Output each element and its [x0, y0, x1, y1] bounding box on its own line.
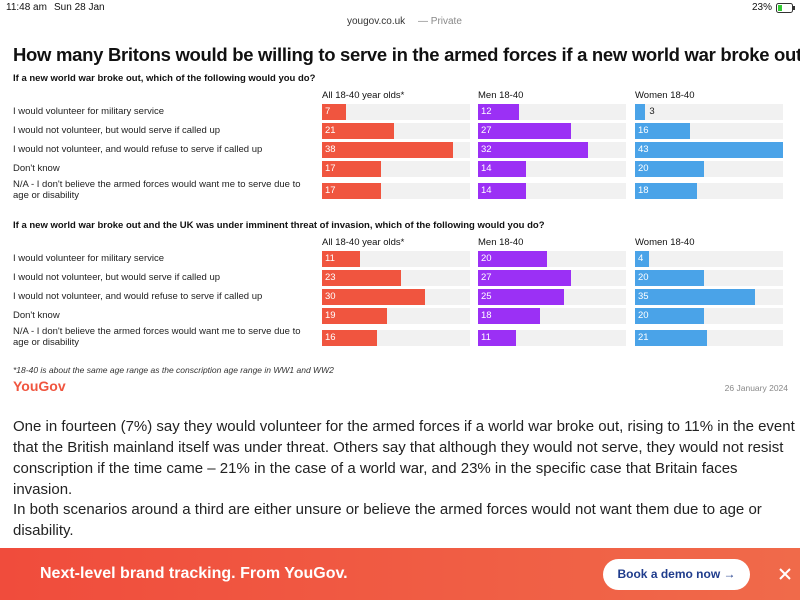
bar [322, 183, 381, 199]
battery-icon [776, 3, 795, 13]
series-header: Men 18-40 [478, 237, 524, 248]
bar [478, 142, 589, 158]
paragraph: One in fourteen (7%) say they would volu… [13, 418, 795, 498]
bar [478, 308, 540, 324]
status-time: 11:48 am [6, 2, 47, 13]
figure-title: How many Britons would be willing to ser… [13, 44, 800, 65]
value-label: 27 [481, 272, 492, 283]
url[interactable]: yougov.co.uk [347, 16, 406, 27]
bar [322, 104, 347, 120]
value-label: 18 [638, 185, 649, 196]
status-date: Sun 28 Jan [54, 2, 105, 13]
bar [635, 251, 649, 267]
paragraph: In both scenarios around a third are eit… [13, 501, 762, 539]
category-label: I would volunteer for military service [13, 253, 164, 264]
bar [478, 161, 527, 177]
chart-question: If a new world war broke out and the UK … [13, 220, 545, 231]
value-label: 32 [481, 144, 492, 155]
value-label: 25 [481, 291, 492, 302]
value-label: 30 [325, 291, 336, 302]
bar [478, 183, 527, 199]
category-label: Don't know [13, 310, 60, 321]
value-label: 11 [481, 332, 491, 343]
bar [635, 123, 691, 139]
bar [322, 142, 453, 158]
value-label: 20 [638, 163, 649, 174]
category-label: I would not volunteer, and would refuse … [13, 144, 263, 155]
bar [322, 251, 360, 267]
category-label: I would not volunteer, but would serve i… [13, 125, 221, 136]
series-header: All 18-40 year olds* [322, 90, 405, 101]
series-header: Men 18-40 [478, 90, 524, 101]
private-mode: — Private [418, 16, 462, 27]
bar [478, 289, 565, 305]
value-label: 16 [638, 125, 649, 136]
bar [635, 161, 704, 177]
value-label: 20 [638, 310, 649, 321]
brand-logo: YouGov [13, 378, 66, 394]
value-label: 3 [649, 106, 655, 117]
value-label: 7 [325, 106, 331, 117]
value-label: 43 [638, 144, 649, 155]
category-label: I would volunteer for military service [13, 106, 164, 117]
bar [635, 104, 646, 120]
bar [635, 330, 708, 346]
bar [478, 251, 547, 267]
bar-track [635, 251, 783, 267]
category-label: N/A - I don't believe the armed forces w… [13, 326, 301, 348]
bar [322, 270, 402, 286]
footnote: *18-40 is about the same age range as th… [13, 365, 334, 375]
series-header: Women 18-40 [635, 90, 695, 101]
category-label: I would not volunteer, but would serve i… [13, 272, 221, 283]
series-header: Women 18-40 [635, 237, 695, 248]
bar [478, 270, 571, 286]
bar [635, 289, 756, 305]
category-label: Don't know [13, 163, 60, 174]
bar [478, 330, 516, 346]
bar-track [322, 104, 470, 120]
bar [322, 289, 426, 305]
bar [635, 270, 704, 286]
value-label: 20 [481, 253, 492, 264]
demo-button[interactable]: Book a demo now → [603, 559, 750, 590]
value-label: 21 [325, 125, 336, 136]
value-label: 27 [481, 125, 492, 136]
bar [322, 308, 388, 324]
value-label: 38 [325, 144, 336, 155]
category-label: I would not volunteer, and would refuse … [13, 291, 263, 302]
bar [635, 183, 697, 199]
value-label: 16 [325, 332, 336, 343]
value-label: 17 [325, 185, 336, 196]
value-label: 23 [325, 272, 336, 283]
bar [635, 142, 783, 158]
bar [635, 308, 704, 324]
value-label: 35 [638, 291, 649, 302]
value-label: 4 [638, 253, 644, 264]
value-label: 14 [481, 185, 492, 196]
value-label: 17 [325, 163, 336, 174]
chart-question: If a new world war broke out, which of t… [13, 73, 316, 84]
value-label: 14 [481, 163, 492, 174]
figure-date: 26 January 2024 [724, 383, 788, 393]
bar [322, 161, 381, 177]
banner-text: Next-level brand tracking. From YouGov. [40, 565, 348, 582]
value-label: 12 [481, 106, 492, 117]
value-label: 20 [638, 272, 649, 283]
category-label: N/A - I don't believe the armed forces w… [13, 179, 301, 201]
battery: 23% [752, 2, 773, 13]
close-button[interactable] [779, 568, 791, 580]
value-label: 21 [638, 332, 649, 343]
value-label: 11 [325, 253, 335, 264]
value-label: 19 [325, 310, 336, 321]
bar [478, 104, 520, 120]
bar [322, 123, 395, 139]
bar [478, 123, 571, 139]
series-header: All 18-40 year olds* [322, 237, 405, 248]
bar [322, 330, 378, 346]
value-label: 18 [481, 310, 492, 321]
bar-track [635, 104, 783, 120]
